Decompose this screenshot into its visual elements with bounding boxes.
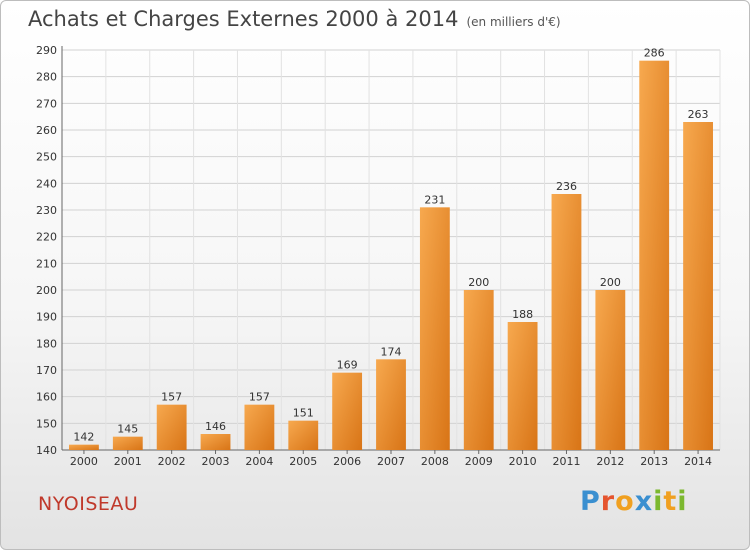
axes: 140 150 160 170 180 190 200 210 220 230 240 250 260 2… bbox=[36, 44, 720, 468]
bar bbox=[156, 404, 187, 450]
bar bbox=[200, 434, 231, 450]
data-label: 231 bbox=[424, 193, 445, 206]
bar bbox=[683, 122, 713, 450]
data-label: 286 bbox=[644, 47, 665, 60]
logo-letter: o bbox=[615, 486, 635, 517]
x-tick-label: 2008 bbox=[421, 455, 449, 468]
logo-letter: i bbox=[677, 486, 688, 517]
y-tick-label: 240 bbox=[36, 177, 57, 190]
bar bbox=[595, 290, 626, 450]
data-label: 174 bbox=[381, 345, 402, 358]
y-tick-label: 280 bbox=[36, 71, 57, 84]
logo-letter: P bbox=[580, 486, 601, 517]
logo-letter: r bbox=[600, 486, 616, 517]
logo-letter: x bbox=[634, 486, 654, 517]
chart-title-text: Achats et Charges Externes 2000 à 2014 bbox=[28, 7, 459, 31]
bar bbox=[507, 322, 538, 450]
data-label: 157 bbox=[249, 391, 270, 404]
data-labels: 142 145 157 146 157 151 169 174 231 200 188 236 200 2… bbox=[73, 47, 708, 444]
data-label: 200 bbox=[468, 276, 489, 289]
x-tick-label: 2011 bbox=[552, 455, 580, 468]
bar bbox=[288, 420, 319, 450]
y-tick-label: 230 bbox=[36, 204, 57, 217]
x-tick-label: 2013 bbox=[640, 455, 668, 468]
logo-letter: t bbox=[663, 486, 678, 517]
y-tick-label: 200 bbox=[36, 284, 57, 297]
bar bbox=[376, 359, 406, 450]
bar bbox=[69, 444, 99, 450]
x-tick-label: 2001 bbox=[114, 455, 142, 468]
data-label: 145 bbox=[117, 423, 138, 436]
bar bbox=[332, 372, 363, 450]
y-tick-label: 190 bbox=[36, 311, 57, 324]
bar bbox=[551, 194, 582, 450]
y-tick-label: 180 bbox=[36, 337, 57, 350]
x-tick-label: 2014 bbox=[684, 455, 712, 468]
data-label: 146 bbox=[205, 420, 226, 433]
chart-title: Achats et Charges Externes 2000 à 2014 (e… bbox=[28, 7, 561, 31]
x-tick-label: 2009 bbox=[465, 455, 493, 468]
data-label: 200 bbox=[600, 276, 621, 289]
x-tick-label: 2006 bbox=[333, 455, 361, 468]
data-label: 142 bbox=[73, 431, 94, 444]
data-label: 157 bbox=[161, 391, 182, 404]
data-label: 169 bbox=[337, 359, 358, 372]
data-label: 188 bbox=[512, 308, 533, 321]
bar bbox=[463, 290, 494, 450]
y-tick-label: 290 bbox=[36, 44, 57, 57]
x-tick-label: 2003 bbox=[202, 455, 230, 468]
x-tick-label: 2000 bbox=[70, 455, 98, 468]
x-tick-label: 2002 bbox=[158, 455, 186, 468]
y-tick-label: 210 bbox=[36, 257, 57, 270]
logo-letter: i bbox=[653, 486, 664, 517]
x-tick-label: 2012 bbox=[596, 455, 624, 468]
bar bbox=[244, 404, 275, 450]
data-label: 236 bbox=[556, 180, 577, 193]
x-tick-label: 2004 bbox=[245, 455, 273, 468]
bar bbox=[419, 207, 450, 450]
y-tick-label: 170 bbox=[36, 364, 57, 377]
data-label: 151 bbox=[293, 407, 314, 420]
y-tick-label: 160 bbox=[36, 391, 57, 404]
y-tick-label: 140 bbox=[36, 444, 57, 457]
y-tick-label: 150 bbox=[36, 417, 57, 430]
commune-name: NYOISEAU bbox=[38, 493, 139, 515]
bars bbox=[69, 60, 713, 451]
bar bbox=[112, 436, 143, 450]
x-tick-label: 2007 bbox=[377, 455, 405, 468]
chart-subtitle: (en milliers d'€) bbox=[466, 15, 561, 29]
proxiti-logo[interactable]: Proxiti bbox=[580, 486, 688, 517]
y-tick-label: 220 bbox=[36, 231, 57, 244]
bar bbox=[639, 60, 670, 451]
data-label: 263 bbox=[688, 108, 709, 121]
y-tick-label: 270 bbox=[36, 97, 57, 110]
x-tick-label: 2005 bbox=[289, 455, 317, 468]
x-tick-label: 2010 bbox=[509, 455, 537, 468]
y-tick-label: 260 bbox=[36, 124, 57, 137]
y-tick-label: 250 bbox=[36, 151, 57, 164]
